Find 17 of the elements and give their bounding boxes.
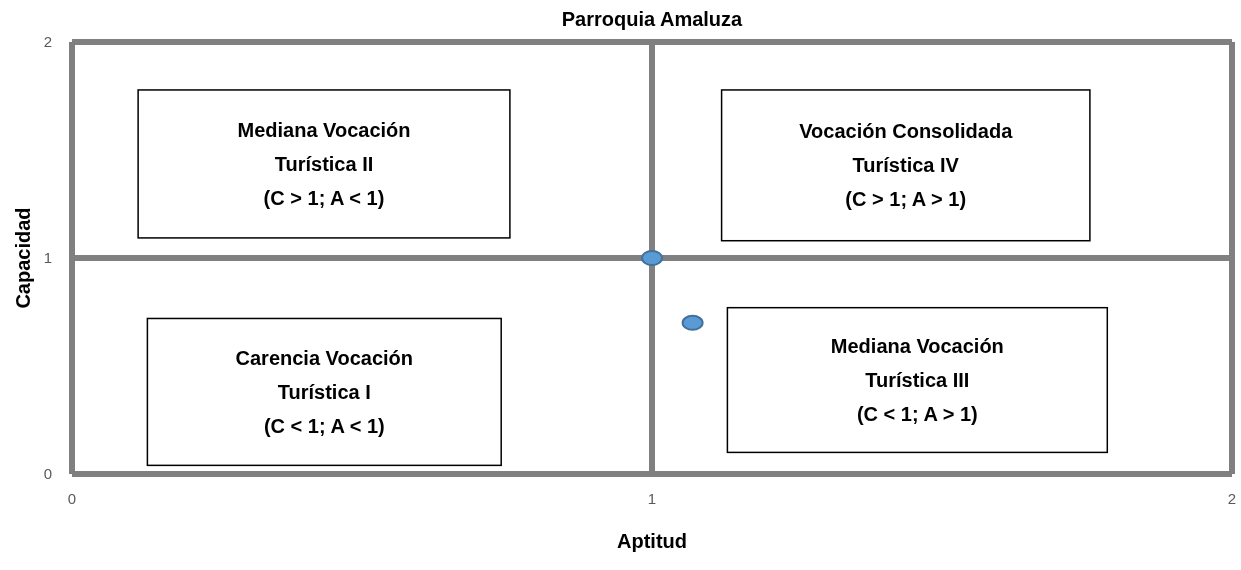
annotation: Mediana Vocación Turística II (C > 1; A < 1) (237, 118, 411, 209)
x-axis-title: Aptitud (617, 530, 687, 552)
y-axis-title: Capacidad (12, 207, 34, 309)
x-tick-label: 2 (1227, 490, 1237, 507)
annotation: Vocación Consolidada Turística IV (C > 1; A > 1) (799, 120, 1014, 211)
text-box: Mediana Vocación Turística II (C > 1; A < 1) (137, 89, 511, 239)
text-box: Carencia Vocación Turística I (C < 1; A < 1) (146, 317, 502, 467)
x-tick-label: 0 (67, 490, 77, 507)
y-tick-label: 1 (43, 249, 52, 266)
text-box: Vocación Consolidada Turística IV (C > 1; A > 1) (720, 89, 1091, 242)
text-box: Mediana Vocación Turística III (C < 1; A > 1) (726, 306, 1109, 454)
annotation: Carencia Vocación Turística I (C < 1; A < 1) (235, 346, 414, 437)
chart-title: Parroquia Amaluza (561, 8, 744, 30)
y-tick-label: 0 (43, 465, 52, 482)
y-tick-label: 2 (43, 33, 52, 50)
x-tick-label: 1 (647, 490, 657, 507)
annotation: Mediana Vocación Turística III (C < 1; A > 1) (830, 335, 1004, 426)
